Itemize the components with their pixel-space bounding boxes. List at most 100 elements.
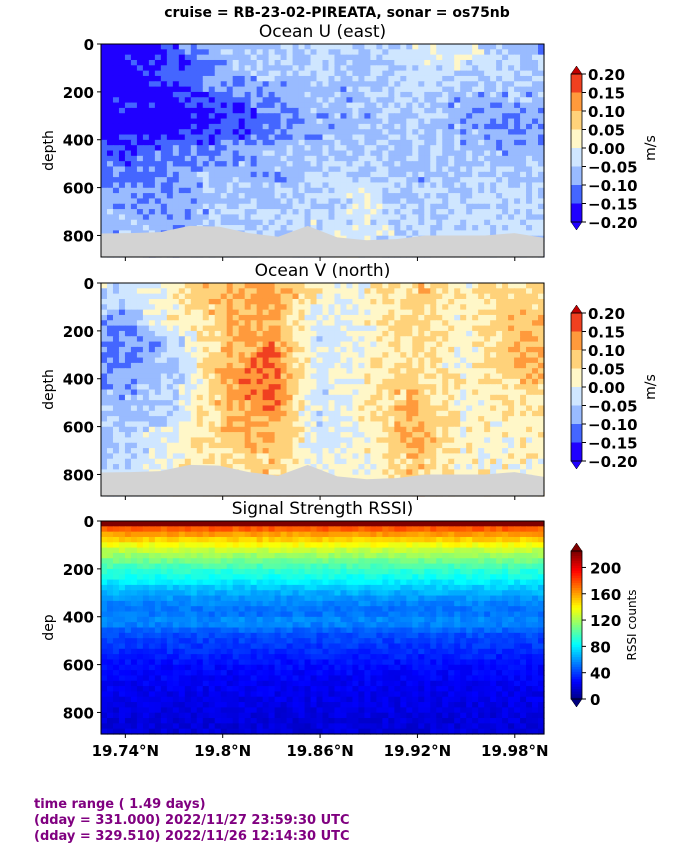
heatmap-cell (508, 362, 515, 369)
heatmap-cell (250, 102, 258, 109)
heatmap-cell (424, 113, 431, 120)
heatmap-cell (184, 304, 192, 311)
heatmap-cell (532, 357, 539, 364)
heatmap-cell (376, 161, 383, 168)
heatmap-cell (412, 161, 419, 168)
heatmap-cell (124, 193, 132, 200)
heatmap-cell (101, 139, 108, 146)
heatmap-cell (346, 357, 354, 364)
heatmap-cell (238, 330, 246, 337)
heatmap-cell (472, 118, 479, 125)
heatmap-cell (106, 378, 114, 385)
heatmap-cell (250, 187, 258, 194)
heatmap-cell (220, 187, 228, 194)
heatmap-cell (334, 230, 342, 237)
heatmap-cell (286, 193, 294, 200)
heatmap-cell (322, 150, 330, 157)
heatmap-cell (430, 298, 437, 305)
heatmap-cell (508, 102, 515, 109)
heatmap-cell (304, 44, 312, 50)
heatmap-cell (101, 161, 108, 168)
heatmap-cell (118, 113, 126, 120)
heatmap-cell (406, 314, 413, 321)
heatmap-cell (220, 314, 228, 321)
heatmap-cell (340, 400, 348, 407)
heatmap-cell (142, 389, 150, 396)
heatmap-cell (478, 107, 485, 114)
heatmap-cell (256, 70, 264, 77)
heatmap-cell (454, 107, 461, 114)
heatmap-cell (364, 362, 371, 369)
colorbar-tick-label: 0.20 (588, 66, 625, 84)
heatmap-cell (424, 373, 431, 380)
heatmap-cell (334, 54, 342, 61)
heatmap-cell (346, 155, 354, 162)
heatmap-cell (172, 155, 180, 162)
heatmap-cell (394, 171, 401, 178)
heatmap-cell (226, 293, 234, 300)
heatmap-cell (112, 362, 120, 369)
heatmap-cell (382, 394, 389, 401)
heatmap-cell (442, 97, 449, 104)
heatmap-cell (166, 59, 174, 66)
heatmap-cell (490, 150, 497, 157)
heatmap-cell (424, 171, 431, 178)
heatmap-cell (142, 357, 150, 364)
heatmap-cell (202, 309, 210, 316)
heatmap-cell (520, 293, 527, 300)
heatmap-cell (130, 421, 138, 428)
heatmap-cell (148, 389, 156, 396)
heatmap-cell (496, 230, 503, 237)
heatmap-cell (490, 283, 497, 289)
heatmap-cell (322, 362, 330, 369)
heatmap-cell (250, 325, 258, 332)
heatmap-cell (196, 405, 204, 412)
heatmap-cell (334, 314, 342, 321)
heatmap-cell (106, 368, 114, 375)
heatmap-cell (490, 44, 497, 50)
heatmap-cell (101, 123, 108, 130)
heatmap-cell (472, 145, 479, 152)
heatmap-cell (196, 139, 204, 146)
heatmap-cell (184, 421, 192, 428)
heatmap-cell (268, 298, 276, 305)
heatmap-cell (454, 293, 461, 300)
heatmap-cell (310, 86, 318, 93)
heatmap-cell (400, 346, 407, 353)
heatmap-cell (472, 410, 479, 417)
heatmap-cell (418, 49, 425, 56)
heatmap-cell (430, 405, 437, 412)
heatmap-cell (244, 304, 252, 311)
heatmap-cell (454, 171, 461, 178)
heatmap-cell (166, 288, 174, 295)
heatmap-cell (112, 283, 120, 289)
heatmap-cell (538, 336, 545, 343)
heatmap-cell (484, 107, 491, 114)
heatmap-cell (472, 134, 479, 141)
heatmap-cell (496, 283, 503, 289)
heatmap-cell (418, 59, 425, 66)
heatmap-cell (322, 293, 330, 300)
heatmap-cell (400, 91, 407, 98)
heatmap-cell (118, 70, 126, 77)
heatmap-cell (262, 352, 270, 359)
heatmap-cell (172, 129, 180, 136)
heatmap-cell (154, 421, 162, 428)
heatmap-cell (220, 102, 228, 109)
heatmap-cell (478, 44, 485, 50)
heatmap-cell (514, 81, 521, 88)
heatmap-cell (394, 368, 401, 375)
heatmap-cell (514, 346, 521, 353)
heatmap-cell (358, 65, 366, 72)
heatmap-cell (232, 81, 240, 88)
heatmap-cell (118, 214, 126, 221)
heatmap-cell (346, 336, 354, 343)
heatmap-cell (502, 368, 509, 375)
heatmap-cell (346, 187, 354, 194)
heatmap-cell (370, 330, 377, 337)
heatmap-cell (280, 44, 288, 50)
heatmap-cell (346, 44, 354, 50)
heatmap-cell (274, 421, 282, 428)
heatmap-cell (214, 54, 222, 61)
